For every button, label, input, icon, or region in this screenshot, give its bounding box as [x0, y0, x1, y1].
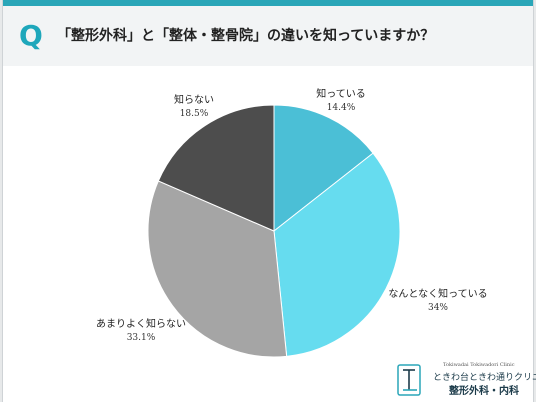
clinic-logo-mark-icon [397, 364, 421, 396]
q-icon: Q [19, 19, 43, 52]
pie-slice-label: あまりよく知らない [96, 317, 186, 330]
pie-chart: 知っている 14.4% なんとなく知っている 34% あまりよく知らない 33.1% 知らな… [96, 87, 488, 358]
question-header: Q 「整形外科」と「整体・整骨院」の違いを知っていますか？ [3, 6, 533, 66]
pie-slice-label: 知っている [316, 87, 366, 100]
pie-slice-value: 34% [428, 303, 448, 313]
pie-slice-3 [147, 180, 288, 358]
pie-slice-4 [157, 104, 275, 232]
question-title: 「整形外科」と「整体・整骨院」の違いを知っていますか？ [57, 28, 435, 44]
pie-labels: 知っている 14.4% なんとなく知っている 34% あまりよく知らない 33.1% 知らな… [96, 87, 488, 343]
top-accent-bar [3, 0, 533, 6]
pie-slice-value: 18.5% [180, 109, 209, 119]
pie-slice-label: 知らない [174, 93, 214, 106]
clinic-name: ときわ台ときわ通りクリニック [433, 373, 536, 383]
pie-slice-label: なんとなく知っている [388, 287, 487, 300]
clinic-logo-subtitle: Tokiwadai Tokiwadori Clinic [443, 362, 515, 368]
pie-slices [147, 104, 401, 358]
pie-slice-value: 33.1% [127, 333, 156, 343]
pie-slice-value: 14.4% [327, 103, 356, 113]
clinic-department: 整形外科・内科 [449, 386, 519, 397]
clinic-logo: Tokiwadai Tokiwadori Clinic ときわ台ときわ通りクリニ… [391, 362, 536, 400]
pie-slice-1 [273, 104, 374, 233]
pie-slice-2 [273, 152, 401, 357]
